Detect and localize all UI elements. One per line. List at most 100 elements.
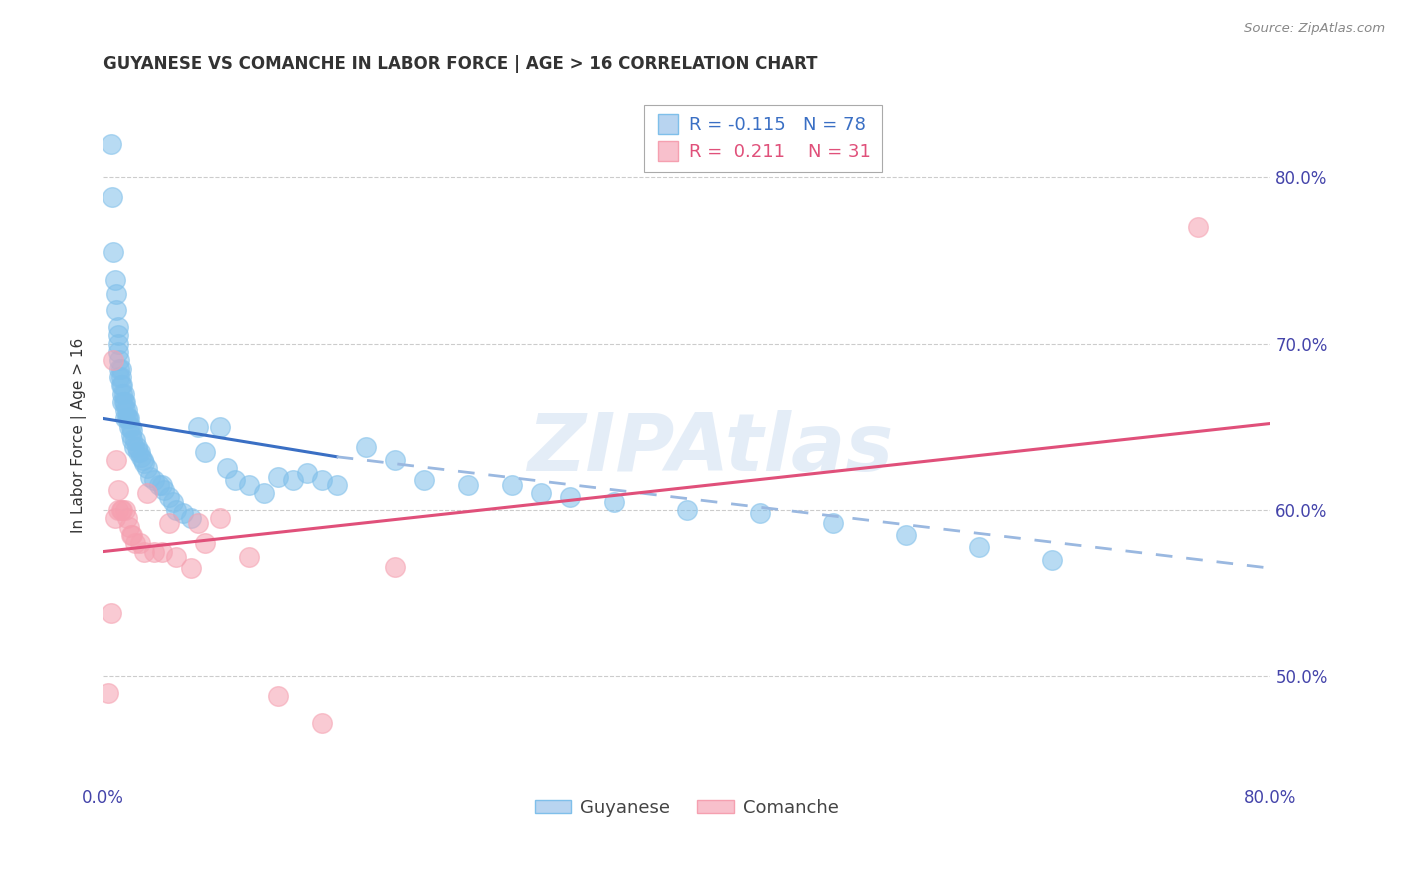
Point: [121, 423, 143, 437]
Point: [110, 503, 132, 517]
Point: [139, 469, 162, 483]
Point: [157, 516, 180, 531]
Point: [111, 386, 134, 401]
Point: [157, 490, 180, 504]
Point: [128, 444, 150, 458]
Point: [120, 528, 142, 542]
Point: [311, 473, 333, 487]
Point: [121, 528, 143, 542]
Point: [124, 433, 146, 447]
Point: [108, 370, 131, 384]
Point: [165, 503, 187, 517]
Point: [267, 469, 290, 483]
Point: [187, 419, 209, 434]
Legend: Guyanese, Comanche: Guyanese, Comanche: [529, 792, 845, 824]
Point: [1187, 220, 1209, 235]
Point: [105, 286, 128, 301]
Point: [114, 411, 136, 425]
Point: [311, 715, 333, 730]
Point: [676, 503, 699, 517]
Point: [120, 428, 142, 442]
Point: [821, 516, 844, 531]
Point: [107, 320, 129, 334]
Point: [120, 419, 142, 434]
Point: [238, 549, 260, 564]
Point: [238, 478, 260, 492]
Point: [101, 190, 124, 204]
Point: [180, 511, 202, 525]
Point: [107, 336, 129, 351]
Point: [384, 453, 406, 467]
Point: [110, 370, 132, 384]
Point: [224, 473, 246, 487]
Point: [501, 478, 523, 492]
Point: [115, 511, 138, 525]
Point: [97, 686, 120, 700]
Point: [748, 506, 770, 520]
Point: [267, 690, 290, 704]
Point: [208, 511, 231, 525]
Point: [110, 378, 132, 392]
Point: [967, 540, 990, 554]
Point: [111, 395, 134, 409]
Point: [110, 361, 132, 376]
Point: [325, 478, 347, 492]
Point: [413, 473, 436, 487]
Point: [253, 486, 276, 500]
Point: [103, 353, 125, 368]
Point: [107, 503, 129, 517]
Point: [114, 395, 136, 409]
Point: [104, 273, 127, 287]
Point: [530, 486, 553, 500]
Point: [153, 483, 176, 497]
Point: [136, 486, 159, 500]
Point: [108, 353, 131, 368]
Point: [108, 361, 131, 376]
Point: [107, 328, 129, 343]
Point: [100, 136, 122, 151]
Point: [103, 245, 125, 260]
Point: [172, 506, 194, 520]
Point: [107, 483, 129, 497]
Point: [132, 544, 155, 558]
Point: [148, 478, 170, 492]
Point: [105, 453, 128, 467]
Point: [100, 606, 122, 620]
Point: [115, 411, 138, 425]
Point: [558, 490, 581, 504]
Point: [127, 444, 149, 458]
Point: [354, 440, 377, 454]
Point: [1040, 553, 1063, 567]
Point: [117, 411, 139, 425]
Point: [124, 536, 146, 550]
Point: [165, 549, 187, 564]
Point: [150, 544, 173, 558]
Point: [131, 453, 153, 467]
Point: [111, 503, 134, 517]
Point: [115, 403, 138, 417]
Point: [118, 411, 141, 425]
Point: [603, 494, 626, 508]
Point: [194, 536, 217, 550]
Point: [187, 516, 209, 531]
Point: [114, 403, 136, 417]
Point: [281, 473, 304, 487]
Point: [150, 478, 173, 492]
Point: [121, 433, 143, 447]
Text: ZIPAtlas: ZIPAtlas: [527, 410, 893, 488]
Point: [114, 503, 136, 517]
Point: [111, 378, 134, 392]
Point: [894, 528, 917, 542]
Point: [180, 561, 202, 575]
Point: [457, 478, 479, 492]
Y-axis label: In Labor Force | Age > 16: In Labor Force | Age > 16: [72, 337, 87, 533]
Point: [143, 544, 166, 558]
Point: [118, 519, 141, 533]
Point: [125, 440, 148, 454]
Point: [105, 303, 128, 318]
Point: [217, 461, 239, 475]
Point: [128, 536, 150, 550]
Point: [107, 345, 129, 359]
Text: Source: ZipAtlas.com: Source: ZipAtlas.com: [1244, 22, 1385, 36]
Point: [208, 419, 231, 434]
